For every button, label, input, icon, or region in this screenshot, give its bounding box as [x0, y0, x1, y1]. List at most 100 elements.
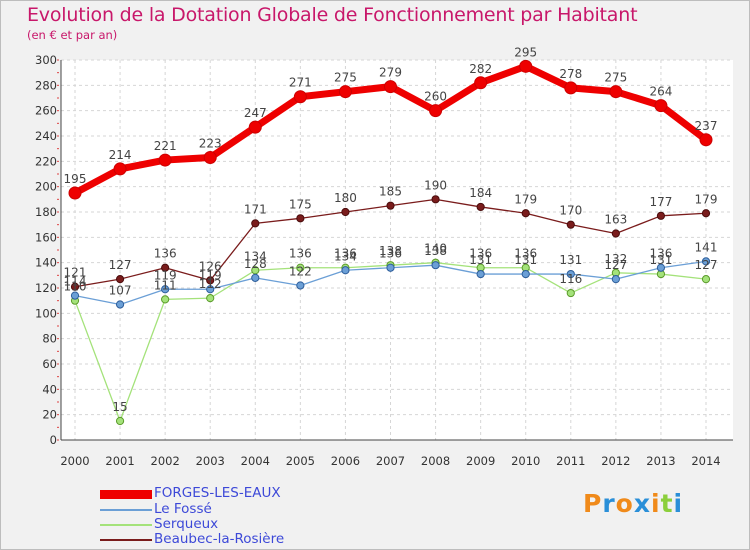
data-label: 282	[469, 62, 492, 76]
y-tick-label: 40	[42, 382, 57, 396]
data-point	[521, 269, 530, 279]
plot-area	[61, 60, 733, 440]
chart-subtitle: (en € et par an)	[27, 28, 118, 42]
data-label: 136	[649, 247, 672, 261]
data-point	[341, 266, 350, 275]
y-tick-label: 240	[35, 129, 57, 143]
data-point	[248, 120, 262, 134]
logo-letter: x	[633, 489, 651, 518]
data-label: 214	[109, 148, 132, 162]
x-tick-label: 2000	[60, 454, 89, 468]
x-tick-label: 2009	[466, 454, 495, 468]
data-label: 119	[154, 268, 177, 282]
data-label: 122	[289, 264, 312, 278]
data-point	[203, 151, 217, 165]
data-label: 134	[334, 249, 357, 263]
data-label: 126	[199, 259, 222, 273]
logo-letter: P	[583, 489, 603, 518]
data-point	[68, 186, 82, 200]
data-label: 132	[604, 252, 627, 266]
data-label: 131	[559, 253, 582, 267]
data-label: 221	[154, 139, 177, 153]
data-label: 134	[244, 249, 267, 263]
data-point	[611, 275, 620, 284]
data-point	[431, 261, 440, 270]
y-tick-label: 260	[35, 104, 57, 118]
data-point	[70, 282, 80, 291]
y-tick-label: 200	[35, 180, 57, 194]
data-label: 110	[64, 280, 87, 294]
y-tick-label: 20	[42, 408, 57, 422]
data-label: 15	[112, 400, 127, 414]
data-label: 195	[64, 172, 87, 186]
logo-letter: t	[660, 489, 674, 518]
data-point	[338, 85, 352, 99]
data-label: 179	[695, 192, 718, 206]
x-tick-label: 2003	[196, 454, 225, 468]
legend-item-le-fosse: Le Fossé	[100, 501, 360, 518]
data-label: 271	[289, 76, 312, 90]
data-label: 264	[649, 85, 672, 99]
data-label: 247	[244, 106, 267, 120]
data-point	[701, 257, 711, 266]
y-tick-label: 140	[35, 256, 57, 270]
data-point	[431, 195, 440, 204]
data-point	[656, 211, 666, 220]
data-point	[206, 276, 215, 285]
data-point	[476, 269, 485, 279]
data-point	[115, 275, 125, 284]
data-label: 119	[199, 268, 222, 282]
legend-swatch	[100, 524, 152, 526]
data-label: 163	[604, 213, 627, 227]
legend-item-beaubec-la-rosiere: Beaubec-la-Rosière	[100, 531, 360, 548]
data-point	[611, 229, 620, 238]
data-point	[521, 209, 530, 218]
data-point	[341, 207, 350, 217]
legend-swatch	[100, 539, 152, 541]
data-point	[251, 219, 260, 228]
data-label: 116	[559, 272, 582, 286]
data-label: 112	[199, 277, 222, 291]
y-tick-label: 0	[50, 433, 57, 447]
data-point	[566, 288, 575, 298]
x-tick-label: 2005	[286, 454, 315, 468]
logo-letter: r	[602, 489, 616, 518]
data-point	[386, 201, 395, 210]
legend-item-forges-les-eaux: FORGES-LES-EAUX	[100, 485, 360, 502]
x-tick-label: 2013	[646, 454, 675, 468]
data-point	[701, 209, 711, 218]
data-point	[293, 90, 307, 104]
data-label: 171	[244, 202, 267, 216]
data-label: 175	[289, 197, 312, 211]
data-point	[296, 281, 305, 290]
x-tick-label: 2002	[151, 454, 180, 468]
data-point	[564, 81, 578, 95]
data-label: 260	[424, 90, 447, 104]
data-label: 136	[154, 247, 177, 261]
data-point	[384, 80, 397, 94]
data-label: 131	[469, 253, 492, 267]
legend-item-serqueux: Serqueux	[100, 516, 360, 533]
data-point	[429, 104, 443, 118]
y-tick-label: 60	[42, 357, 57, 371]
x-tick-label: 2004	[241, 454, 270, 468]
data-label: 140	[424, 242, 447, 256]
proxiti-logo: Proxiti	[583, 489, 683, 518]
legend-swatch	[100, 509, 152, 511]
y-tick-label: 180	[35, 205, 57, 219]
y-tick-label: 120	[35, 281, 57, 295]
data-point	[701, 275, 711, 284]
x-tick-label: 2010	[511, 454, 540, 468]
x-tick-label: 2011	[556, 454, 585, 468]
data-label: 128	[244, 257, 267, 271]
data-label: 138	[379, 244, 402, 258]
x-tick-label: 2012	[601, 454, 630, 468]
data-point	[70, 291, 80, 300]
data-point	[566, 220, 575, 229]
data-point	[654, 99, 668, 113]
data-label: 279	[379, 66, 402, 80]
data-point	[115, 416, 125, 426]
data-label: 141	[695, 240, 718, 254]
data-label: 136	[334, 247, 357, 261]
